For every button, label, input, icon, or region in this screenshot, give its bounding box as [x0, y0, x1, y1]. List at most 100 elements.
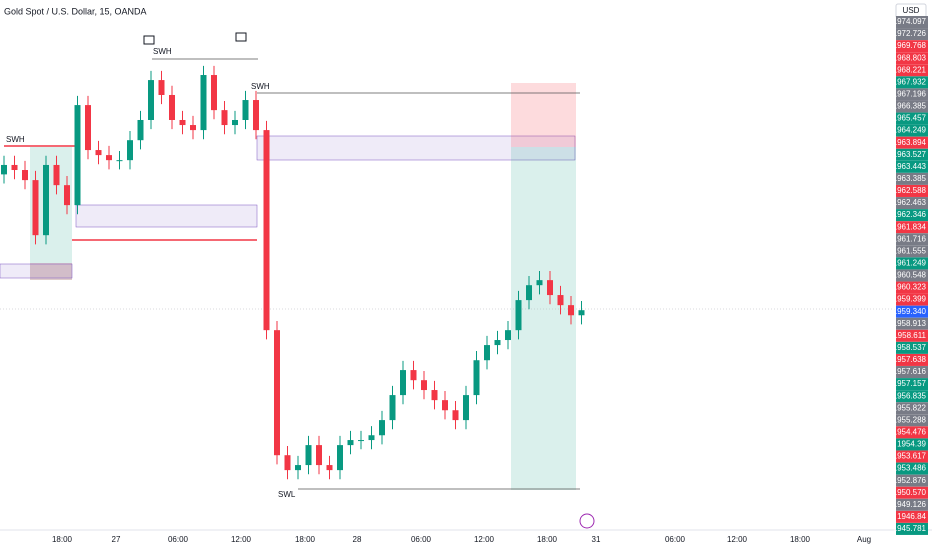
- candle-body: [200, 75, 207, 131]
- price-tag: [896, 40, 928, 53]
- price-tag: [896, 160, 928, 173]
- price-tag: [896, 450, 928, 463]
- price-tag-label: 1961.555: [893, 246, 927, 255]
- price-tag: [896, 100, 928, 113]
- event-icon[interactable]: [143, 35, 155, 45]
- price-tag: [896, 462, 928, 475]
- candle-body: [337, 445, 343, 471]
- annotation: SWH: [251, 82, 270, 91]
- chart-title: Gold Spot / U.S. Dollar, 15, OANDA: [4, 6, 147, 16]
- price-tag: [896, 522, 928, 535]
- price-tag-label: 1966.385: [893, 102, 927, 111]
- price-tag: [896, 414, 928, 427]
- price-tag: [896, 438, 928, 451]
- price-tag: [896, 28, 928, 41]
- candle-body: [158, 80, 165, 95]
- price-tag-label: 1945.781: [893, 524, 927, 533]
- x-tick-label: 18:00: [295, 535, 316, 544]
- event-icon[interactable]: [579, 513, 595, 529]
- candle-body: [253, 100, 259, 131]
- candle-body: [295, 465, 301, 471]
- fvg-zone: [75, 204, 258, 228]
- price-tag: [896, 16, 928, 28]
- price-tag: [896, 197, 928, 210]
- short-zone: [30, 263, 72, 280]
- candle-body: [484, 345, 490, 361]
- price-tag: [896, 112, 928, 125]
- price-tag: [896, 378, 928, 391]
- price-tag: [896, 172, 928, 185]
- price-tag-label: 1962.588: [893, 186, 927, 195]
- event-icon[interactable]: [235, 32, 247, 42]
- candle-body: [263, 130, 270, 331]
- x-tick-label: 06:00: [168, 535, 189, 544]
- candle-body: [11, 164, 18, 171]
- price-tag-label: 1958.537: [893, 343, 927, 352]
- price-tag-label: 1957.157: [893, 379, 927, 388]
- candle-body: [43, 164, 49, 236]
- candle-body: [211, 75, 217, 111]
- price-tag: [896, 353, 928, 366]
- price-tag: [896, 124, 928, 137]
- candle-body: [106, 155, 112, 161]
- candle-body: [410, 370, 417, 381]
- price-tag-label: 1962.463: [893, 198, 927, 207]
- x-tick-label: Aug: [857, 535, 871, 544]
- price-tag-label: 1961.716: [893, 234, 927, 243]
- candle-body: [515, 300, 522, 331]
- price-tag-label: 1953.617: [893, 452, 927, 461]
- candle-body: [305, 445, 312, 466]
- x-tick-label: 12:00: [727, 535, 748, 544]
- price-tag-label: 1950.570: [893, 488, 927, 497]
- candle-body: [190, 125, 196, 131]
- candle-body: [53, 164, 60, 186]
- price-tag-label: 1967.932: [893, 77, 927, 86]
- price-tag-label: 1972.726: [893, 29, 927, 38]
- price-tag-label: 1974.097: [893, 17, 927, 26]
- price-tag-label: 1949.126: [893, 500, 927, 509]
- candle-body: [242, 100, 249, 120]
- candle-body: [22, 170, 28, 181]
- candle-body: [442, 400, 448, 411]
- price-tag-label: 1960.548: [893, 271, 927, 280]
- candle-body: [389, 395, 396, 421]
- candle-body: [284, 455, 291, 471]
- price-tag: [896, 269, 928, 282]
- candle-body: [221, 110, 228, 126]
- price-tag: [896, 317, 928, 330]
- price-tag: [896, 184, 928, 197]
- price-tag-label: 1954.476: [893, 427, 927, 436]
- price-tag: [896, 209, 928, 222]
- x-tick-label: 27: [112, 535, 121, 544]
- price-tag-label: 1960.323: [893, 283, 927, 292]
- candle-body: [137, 119, 144, 141]
- price-tag-label: 1953.486: [893, 464, 927, 473]
- candle-body: [431, 390, 438, 401]
- candle-body: [473, 360, 480, 396]
- x-tick-label: 06:00: [411, 535, 432, 544]
- price-tag: [896, 390, 928, 403]
- price-tag: [896, 245, 928, 258]
- candle-body: [74, 105, 81, 206]
- candle-body: [95, 150, 102, 156]
- price-tag-label: 1965.457: [893, 114, 927, 123]
- price-tag-label: 1963.385: [893, 174, 927, 183]
- price-tag-label: 1959.340: [893, 307, 927, 316]
- candle-body: [32, 180, 39, 236]
- price-tag-label: 1952.876: [893, 476, 927, 485]
- x-tick-label: 12:00: [474, 535, 495, 544]
- candle-body: [274, 330, 280, 456]
- candle-body: [316, 445, 322, 466]
- price-tag-label: 1957.638: [893, 355, 927, 364]
- price-tag: [896, 510, 928, 523]
- annotation: SWH: [153, 47, 172, 56]
- price-tag: [896, 76, 928, 89]
- price-tag-label: 1969.768: [893, 41, 927, 50]
- x-tick-label: 06:00: [665, 535, 686, 544]
- x-tick-label: 18:00: [52, 535, 73, 544]
- currency: USD: [903, 6, 920, 15]
- price-tag: [896, 233, 928, 246]
- price-tag-label: 1962.346: [893, 210, 927, 219]
- price-tag-label: 1959.399: [893, 295, 927, 304]
